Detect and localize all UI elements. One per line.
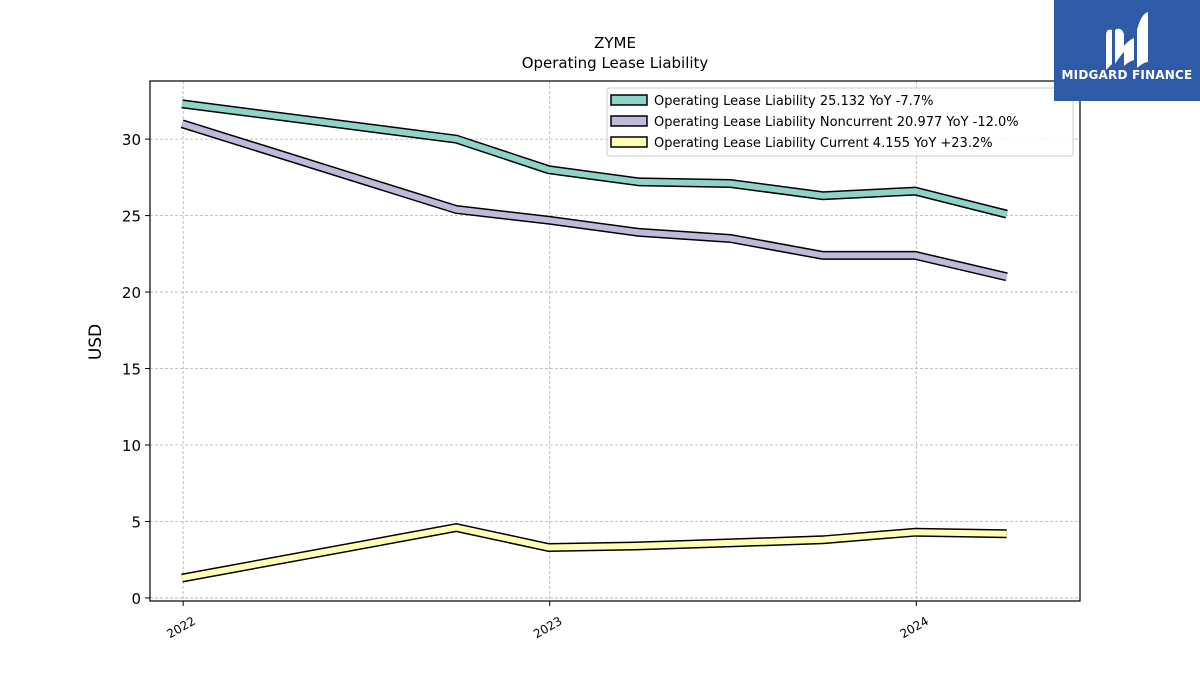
series-line-1 xyxy=(181,100,1008,218)
y-tick-label: 15 xyxy=(122,361,141,379)
chart-title: ZYME xyxy=(594,34,636,52)
y-tick-label: 25 xyxy=(122,208,141,226)
logo-text: MIDGARD FINANCE xyxy=(1061,68,1193,82)
y-tick-label: 10 xyxy=(122,437,141,455)
grid-lines xyxy=(150,81,1080,601)
legend-label-3: Operating Lease Liability Current 4.155 … xyxy=(654,136,993,151)
y-tick-label: 5 xyxy=(131,513,141,531)
midgard-m-logo-icon xyxy=(1106,12,1148,71)
series-line-2 xyxy=(181,120,1008,280)
legend-frame xyxy=(606,87,1074,157)
legend-label-2: Operating Lease Liability Noncurrent 20.… xyxy=(654,115,1019,130)
legend-swatch-2 xyxy=(610,115,648,127)
legend: Operating Lease Liability 25.132 YoY -7.… xyxy=(606,87,1074,157)
legend-swatch-3 xyxy=(610,136,648,148)
legend-label-1: Operating Lease Liability 25.132 YoY -7.… xyxy=(654,94,933,109)
x-tick-label: 2024 xyxy=(898,614,931,641)
midgard-finance-logo: MIDGARD FINANCE xyxy=(1054,0,1200,101)
series-layer xyxy=(180,99,1008,583)
y-tick-label: 20 xyxy=(122,284,141,302)
x-tick-label: 2023 xyxy=(531,614,564,641)
y-tick-label: 30 xyxy=(122,131,141,149)
axis-ticks: 0 5 10 15 20 25 30 2022 2023 2024 xyxy=(122,131,931,641)
x-tick-label: 2022 xyxy=(164,614,197,641)
plot-area-frame xyxy=(149,80,1081,602)
series-line-3 xyxy=(181,524,1007,582)
y-tick-label: 0 xyxy=(131,590,141,608)
y-axis-label: USD xyxy=(86,324,106,360)
legend-swatch-1 xyxy=(610,94,648,106)
chart-subtitle: Operating Lease Liability xyxy=(522,54,709,72)
